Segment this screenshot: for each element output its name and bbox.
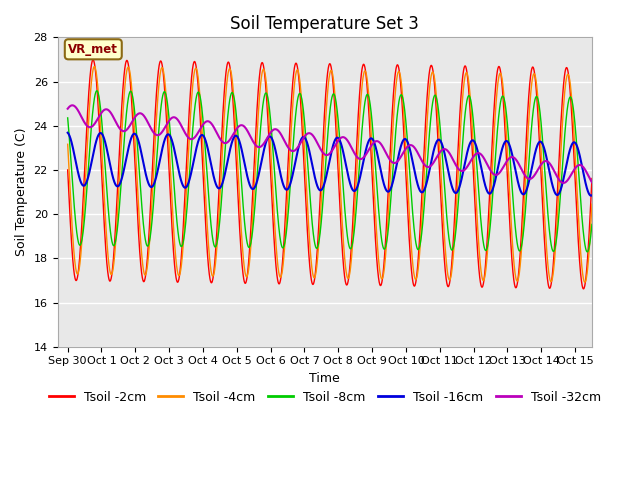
Tsoil -8cm	[522, 208, 529, 214]
Tsoil -8cm	[578, 213, 586, 218]
Tsoil -8cm	[64, 115, 72, 121]
Tsoil -32cm	[64, 106, 72, 112]
Tsoil -4cm	[522, 180, 529, 186]
Tsoil -32cm	[559, 180, 567, 186]
Tsoil -2cm	[522, 153, 529, 159]
Tsoil -4cm	[64, 141, 72, 147]
Tsoil -2cm	[288, 95, 296, 100]
Tsoil -2cm	[89, 57, 97, 63]
Line: Tsoil -2cm: Tsoil -2cm	[68, 60, 592, 289]
Tsoil -8cm	[288, 163, 296, 169]
Tsoil -4cm	[265, 114, 273, 120]
Tsoil -16cm	[522, 190, 529, 196]
Tsoil -16cm	[588, 193, 595, 199]
Tsoil -16cm	[287, 177, 295, 183]
Line: Tsoil -4cm: Tsoil -4cm	[68, 67, 592, 282]
Tsoil -32cm	[588, 180, 596, 185]
Tsoil -4cm	[578, 264, 586, 269]
Tsoil -8cm	[584, 249, 591, 255]
Tsoil -8cm	[588, 222, 596, 228]
Tsoil -16cm	[265, 134, 273, 140]
Tsoil -32cm	[155, 132, 163, 138]
Tsoil -2cm	[578, 281, 586, 287]
Tsoil -16cm	[588, 192, 596, 198]
Tsoil -32cm	[578, 163, 586, 169]
Tsoil -8cm	[155, 128, 163, 134]
Title: Soil Temperature Set 3: Soil Temperature Set 3	[230, 15, 419, 33]
Tsoil -4cm	[91, 64, 99, 70]
Tsoil -16cm	[578, 161, 586, 167]
Line: Tsoil -32cm: Tsoil -32cm	[68, 105, 592, 183]
Tsoil -4cm	[288, 120, 296, 126]
Text: VR_met: VR_met	[68, 43, 118, 56]
Tsoil -8cm	[93, 88, 100, 94]
Line: Tsoil -8cm: Tsoil -8cm	[68, 91, 592, 252]
Tsoil -32cm	[288, 148, 296, 154]
Tsoil -2cm	[124, 59, 131, 64]
Tsoil -2cm	[580, 286, 588, 292]
Tsoil -4cm	[588, 201, 596, 207]
Tsoil -4cm	[581, 279, 589, 285]
Tsoil -16cm	[64, 130, 72, 136]
Line: Tsoil -16cm: Tsoil -16cm	[68, 133, 592, 196]
Tsoil -8cm	[265, 101, 273, 107]
Tsoil -4cm	[155, 84, 163, 89]
Tsoil -8cm	[124, 100, 131, 106]
Y-axis label: Soil Temperature (C): Soil Temperature (C)	[15, 128, 28, 256]
Tsoil -2cm	[265, 135, 273, 141]
Tsoil -32cm	[124, 126, 131, 132]
Tsoil -32cm	[265, 132, 273, 138]
Tsoil -32cm	[522, 173, 529, 179]
X-axis label: Time: Time	[309, 372, 340, 385]
Tsoil -32cm	[68, 102, 76, 108]
Tsoil -16cm	[155, 164, 163, 169]
Tsoil -4cm	[124, 65, 131, 71]
Tsoil -2cm	[155, 65, 163, 71]
Legend: Tsoil -2cm, Tsoil -4cm, Tsoil -8cm, Tsoil -16cm, Tsoil -32cm: Tsoil -2cm, Tsoil -4cm, Tsoil -8cm, Tsoi…	[44, 385, 606, 408]
Tsoil -16cm	[124, 150, 131, 156]
Tsoil -2cm	[64, 167, 72, 173]
Tsoil -2cm	[588, 176, 596, 181]
